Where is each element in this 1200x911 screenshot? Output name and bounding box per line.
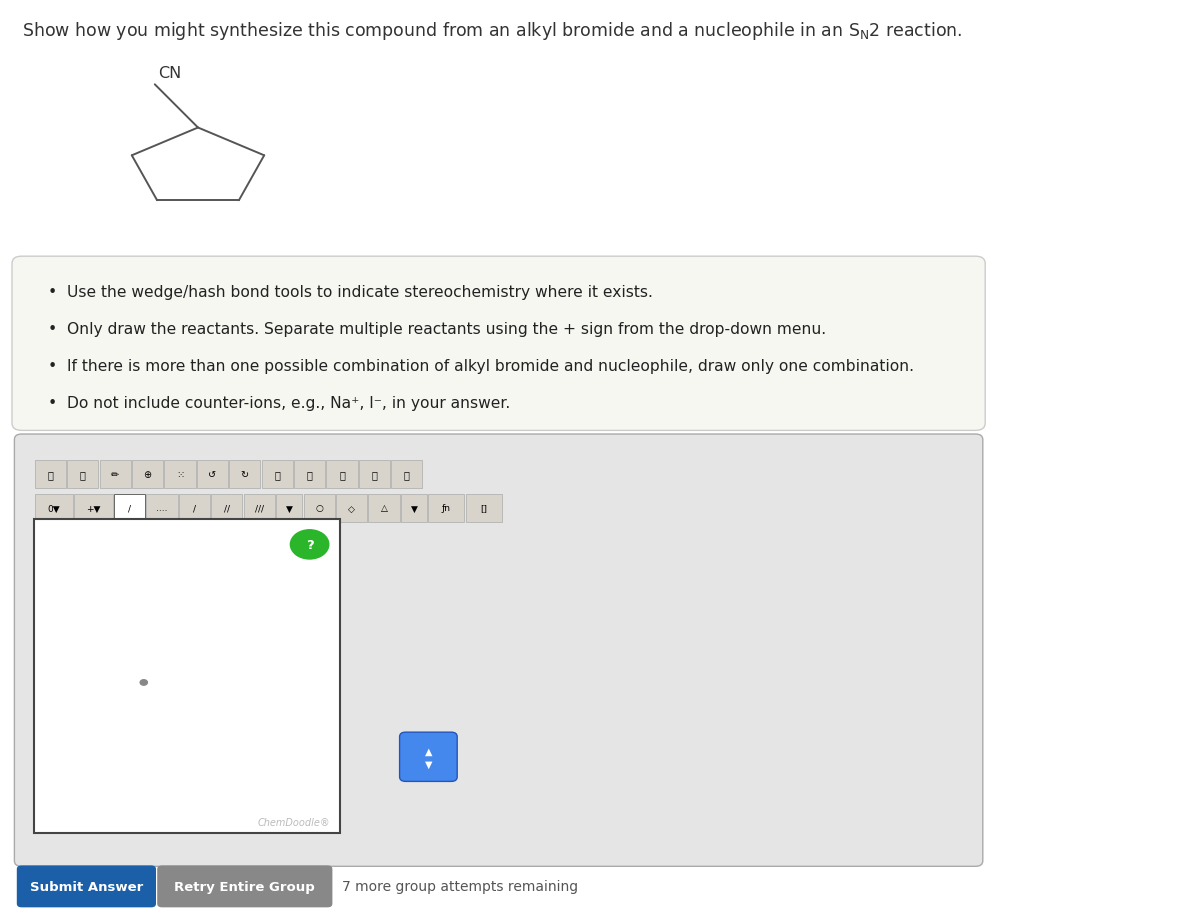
- Bar: [34, 519, 340, 834]
- FancyBboxPatch shape: [368, 495, 400, 522]
- Text: 📋: 📋: [275, 470, 280, 479]
- Text: △: △: [380, 504, 388, 513]
- Text: ⁙: ⁙: [176, 470, 184, 479]
- Text: ....: ....: [156, 504, 168, 513]
- FancyBboxPatch shape: [262, 461, 293, 488]
- Text: ✏: ✏: [112, 470, 119, 479]
- FancyBboxPatch shape: [146, 495, 178, 522]
- Text: ↻: ↻: [241, 470, 248, 479]
- Text: 🔎: 🔎: [372, 470, 377, 479]
- FancyBboxPatch shape: [276, 495, 302, 522]
- FancyBboxPatch shape: [466, 495, 502, 522]
- FancyBboxPatch shape: [359, 461, 390, 488]
- FancyBboxPatch shape: [197, 461, 228, 488]
- FancyBboxPatch shape: [14, 435, 983, 866]
- FancyBboxPatch shape: [428, 495, 464, 522]
- Text: 0▼: 0▼: [48, 504, 60, 513]
- FancyBboxPatch shape: [164, 461, 196, 488]
- Text: 🎨: 🎨: [404, 470, 409, 479]
- FancyBboxPatch shape: [326, 461, 358, 488]
- FancyBboxPatch shape: [157, 865, 332, 907]
- Text: ○: ○: [316, 504, 323, 513]
- Circle shape: [290, 530, 329, 559]
- Text: Submit Answer: Submit Answer: [30, 880, 143, 893]
- Text: //: //: [224, 504, 230, 513]
- FancyBboxPatch shape: [229, 461, 260, 488]
- Text: 🗑: 🗑: [80, 470, 85, 479]
- FancyBboxPatch shape: [244, 495, 275, 522]
- FancyBboxPatch shape: [294, 461, 325, 488]
- Text: ChemDoodle®: ChemDoodle®: [257, 817, 330, 827]
- Text: ▼: ▼: [286, 504, 293, 513]
- Text: 7 more group attempts remaining: 7 more group attempts remaining: [342, 879, 578, 894]
- Text: ƒn: ƒn: [442, 504, 451, 513]
- Text: •  If there is more than one possible combination of alkyl bromide and nucleophi: • If there is more than one possible com…: [48, 359, 914, 374]
- FancyBboxPatch shape: [211, 495, 242, 522]
- FancyBboxPatch shape: [401, 495, 427, 522]
- Text: ⊕: ⊕: [144, 470, 151, 479]
- Text: ▲: ▲: [425, 746, 432, 756]
- FancyBboxPatch shape: [400, 732, 457, 782]
- Text: /: /: [128, 504, 131, 513]
- FancyBboxPatch shape: [12, 257, 985, 431]
- Text: CN: CN: [158, 66, 181, 81]
- FancyBboxPatch shape: [35, 495, 73, 522]
- FancyBboxPatch shape: [132, 461, 163, 488]
- Text: ↺: ↺: [209, 470, 216, 479]
- Text: •  Do not include counter-ions, e.g., Na⁺, I⁻, in your answer.: • Do not include counter-ions, e.g., Na⁺…: [48, 395, 510, 411]
- FancyBboxPatch shape: [74, 495, 113, 522]
- FancyBboxPatch shape: [391, 461, 422, 488]
- Text: •  Use the wedge/hash bond tools to indicate stereochemistry where it exists.: • Use the wedge/hash bond tools to indic…: [48, 284, 653, 300]
- Text: ///: ///: [254, 504, 264, 513]
- FancyBboxPatch shape: [67, 461, 98, 488]
- FancyBboxPatch shape: [114, 495, 145, 522]
- Text: Show how you might synthesize this compound from an alkyl bromide and a nucleoph: Show how you might synthesize this compo…: [22, 20, 962, 42]
- FancyBboxPatch shape: [17, 865, 156, 907]
- Text: 🔍: 🔍: [340, 470, 344, 479]
- Text: 📄: 📄: [307, 470, 312, 479]
- Text: +▼: +▼: [86, 504, 101, 513]
- Text: ◇: ◇: [348, 504, 355, 513]
- FancyBboxPatch shape: [100, 461, 131, 488]
- FancyBboxPatch shape: [179, 495, 210, 522]
- Text: Retry Entire Group: Retry Entire Group: [174, 880, 316, 893]
- Text: •  Only draw the reactants. Separate multiple reactants using the + sign from th: • Only draw the reactants. Separate mult…: [48, 322, 826, 336]
- Text: ▼: ▼: [410, 504, 418, 513]
- FancyBboxPatch shape: [336, 495, 367, 522]
- Text: []: []: [480, 504, 487, 513]
- FancyBboxPatch shape: [304, 495, 335, 522]
- Text: ▼: ▼: [425, 759, 432, 769]
- Text: ✋: ✋: [48, 470, 53, 479]
- Text: /: /: [193, 504, 196, 513]
- FancyBboxPatch shape: [35, 461, 66, 488]
- Circle shape: [140, 680, 148, 685]
- Text: ?: ?: [306, 538, 313, 551]
